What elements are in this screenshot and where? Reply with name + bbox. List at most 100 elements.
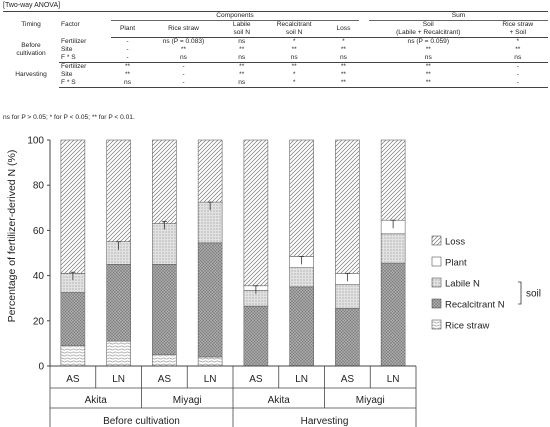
site-label: Miyagi <box>173 395 202 406</box>
timing-label: Before cultivation <box>103 416 180 427</box>
anova-cell: ns <box>260 54 328 63</box>
anova-cell: ns <box>368 54 488 63</box>
anova-table: Timing Factor Components Sum Plant Rice … <box>3 11 548 88</box>
anova-row: Before cultivation Fertilizer - ns (P = 0.0… <box>3 38 548 57</box>
anova-cell: - <box>516 63 519 70</box>
anova-cell: ** <box>124 63 131 70</box>
bar-segment <box>152 223 177 265</box>
x-tick-label: AS <box>66 374 80 385</box>
anova-cell: - <box>516 71 519 78</box>
anova-cell: ** <box>327 79 359 88</box>
bar-segment <box>289 267 314 288</box>
factor-cell: Site <box>61 46 73 53</box>
soil-bracket-label: soil <box>526 289 541 300</box>
anova-cell: ** <box>340 63 346 70</box>
stacked-bar-chart: Percentage of fertilizer-derived N (%) 0… <box>6 136 541 427</box>
y-tick-label: 20 <box>33 316 45 327</box>
bar-segment <box>335 284 360 309</box>
factor-cell: F * S <box>59 54 111 63</box>
bar-segment <box>335 139 360 274</box>
anova-cell: ns <box>327 54 359 63</box>
anova-cell: ** <box>340 71 346 78</box>
anova-cell: ** <box>425 71 431 78</box>
y-tick-label: 80 <box>33 181 45 192</box>
anova-cell: * <box>260 79 328 88</box>
legend-swatch <box>431 277 442 288</box>
anova-row: F * S - ns ns ns ns ns ns <box>3 54 548 63</box>
anova-row: Site - ** ** ** ** ** ** <box>3 46 548 54</box>
anova-cell: ns <box>144 54 223 63</box>
x-tick-label: LN <box>387 374 400 385</box>
bar-segment <box>289 286 314 367</box>
anova-cell: ** <box>239 71 245 78</box>
anova-cell: - <box>487 79 548 88</box>
bar-segment <box>380 233 406 264</box>
x-tick-label: LN <box>204 374 217 385</box>
factor-cell: F * S <box>59 79 111 88</box>
legend: Loss Plant Labile N Recalcitrant N Rice stra… <box>431 235 541 332</box>
anova-cell: - <box>182 63 185 70</box>
timing-cell: Before cultivation <box>16 42 46 57</box>
bar-segment <box>197 139 223 203</box>
legend-swatch <box>431 319 442 330</box>
anova-cell: ** <box>425 63 431 70</box>
plant-header: Plant <box>111 20 145 38</box>
legend-swatch <box>431 298 442 309</box>
bar-segment <box>243 139 269 287</box>
x-tick-label: AS <box>158 374 172 385</box>
anova-caption: [Two-way ANOVA] <box>3 2 61 9</box>
bar-segment <box>60 292 86 346</box>
anova-cell: ns <box>487 54 548 63</box>
y-axis: 0 20 40 60 80 100 <box>27 136 51 373</box>
legend-swatch <box>431 256 442 267</box>
anova-cell: ns <box>222 54 261 63</box>
rice-straw-header: Rice straw <box>144 20 223 38</box>
anova-cell: ** <box>180 46 187 53</box>
x-tick-label: LN <box>112 374 125 385</box>
legend-label: Plant <box>445 258 467 269</box>
y-axis-label: Percentage of fertilizer-derived N (%) <box>6 150 18 323</box>
anova-cell: * <box>292 71 296 78</box>
timing-cell: Harvesting <box>15 71 47 78</box>
bar-segment <box>152 354 177 367</box>
anova-cell: ** <box>515 46 521 53</box>
x-axis: AS LN AS LN AS LN AS LN Akita Miyagi Akita Miyagi Be… <box>49 365 417 427</box>
anova-cell: ns <box>238 38 246 45</box>
anova-cell: ** <box>291 46 297 53</box>
soil-sum-header: Soil (Labile + Recalcitrant) <box>368 20 488 38</box>
recalcitrant-header: Recalcitrant soil N <box>260 20 328 38</box>
bar-segment <box>289 139 314 257</box>
sum-header: Sum <box>368 11 548 21</box>
bar-segment <box>106 264 131 342</box>
bar-segment <box>152 139 177 224</box>
legend-label: Rice straw <box>445 321 489 332</box>
bar-segment <box>152 264 177 356</box>
site-label: Miyagi <box>356 395 385 406</box>
x-tick-label: AS <box>341 374 355 385</box>
factor-cell: Site <box>61 71 73 78</box>
site-label: Akita <box>85 395 108 406</box>
anova-row: Harvesting Fertilizer ** - ** ** ** ** - <box>3 63 548 78</box>
labile-header: Labile soil N <box>222 20 261 38</box>
anova-row: Site ** - ** * ** ** - <box>3 71 548 79</box>
anova-cell: ** <box>239 63 245 70</box>
legend-label: Labile N <box>445 279 480 290</box>
legend-bracket <box>518 281 522 305</box>
anova-cell: ** <box>340 46 346 53</box>
loss-header: Loss <box>327 20 359 38</box>
bar-segment <box>106 340 131 367</box>
anova-cell: ** <box>291 63 297 70</box>
x-tick-label: AS <box>249 374 263 385</box>
timing-label: Harvesting <box>301 416 349 427</box>
bar-segment <box>380 262 406 367</box>
y-tick-label: 40 <box>33 271 45 282</box>
legend-label: Loss <box>445 237 465 248</box>
bar-segment <box>197 356 223 367</box>
anova-cell: - <box>126 38 129 45</box>
anova-cell: ns <box>222 79 261 88</box>
bar-segment <box>243 305 269 367</box>
bar-segment <box>60 345 86 367</box>
bar-segment <box>197 242 223 358</box>
anova-cell: * <box>292 38 296 45</box>
factor-header: Factor <box>59 11 111 38</box>
